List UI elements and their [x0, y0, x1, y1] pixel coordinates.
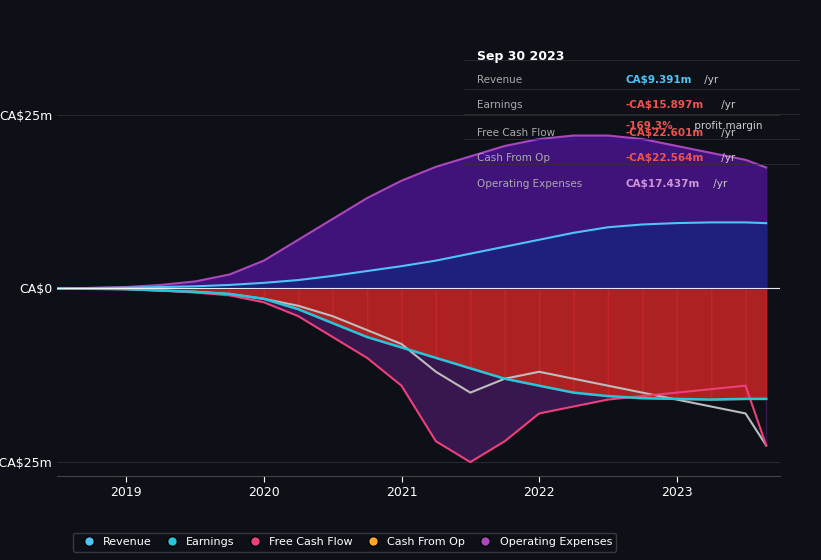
- Text: -CA$22.601m: -CA$22.601m: [626, 128, 704, 138]
- Text: Revenue: Revenue: [477, 74, 522, 85]
- Text: /yr: /yr: [718, 153, 736, 164]
- Text: /yr: /yr: [709, 179, 727, 189]
- Text: CA$17.437m: CA$17.437m: [626, 179, 699, 189]
- Text: Free Cash Flow: Free Cash Flow: [477, 128, 556, 138]
- Text: CA$9.391m: CA$9.391m: [626, 74, 692, 85]
- Text: -CA$22.564m: -CA$22.564m: [626, 153, 704, 164]
- Text: Sep 30 2023: Sep 30 2023: [477, 49, 565, 63]
- Text: -169.3%: -169.3%: [626, 121, 673, 131]
- Text: Earnings: Earnings: [477, 100, 523, 110]
- Text: /yr: /yr: [701, 74, 718, 85]
- Legend: Revenue, Earnings, Free Cash Flow, Cash From Op, Operating Expenses: Revenue, Earnings, Free Cash Flow, Cash …: [73, 533, 617, 552]
- Text: /yr: /yr: [718, 128, 736, 138]
- Text: -CA$15.897m: -CA$15.897m: [626, 100, 704, 110]
- Text: /yr: /yr: [718, 100, 736, 110]
- Text: Cash From Op: Cash From Op: [477, 153, 550, 164]
- Text: profit margin: profit margin: [691, 121, 763, 131]
- Text: Operating Expenses: Operating Expenses: [477, 179, 583, 189]
